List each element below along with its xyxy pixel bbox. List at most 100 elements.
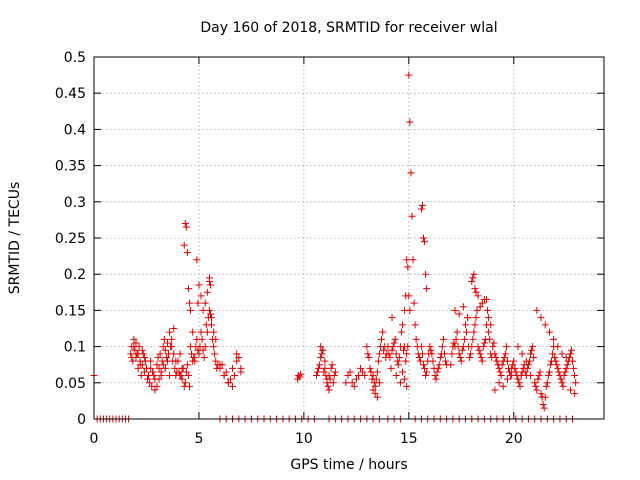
data-point <box>480 339 488 347</box>
data-point <box>554 343 562 351</box>
data-point <box>312 372 320 380</box>
data-point <box>367 368 375 376</box>
data-point <box>537 390 545 398</box>
y-tick-label: 0.15 <box>55 303 86 319</box>
data-point <box>464 314 472 322</box>
data-point <box>534 375 542 383</box>
data-point <box>420 234 428 242</box>
data-point <box>145 372 153 380</box>
data-point <box>155 364 163 372</box>
data-point <box>418 350 426 358</box>
data-point <box>396 379 404 387</box>
data-point <box>237 364 245 372</box>
data-point <box>371 382 379 390</box>
data-point <box>498 361 506 369</box>
data-point <box>500 353 508 361</box>
data-point <box>447 361 455 369</box>
data-point <box>471 285 479 293</box>
data-point <box>415 353 423 361</box>
data-points <box>90 71 580 423</box>
data-point <box>194 299 202 307</box>
data-point <box>366 364 374 372</box>
data-point <box>208 314 216 322</box>
data-point <box>405 71 413 79</box>
data-point <box>503 375 511 383</box>
data-point <box>231 372 239 380</box>
data-point <box>572 379 580 387</box>
data-point <box>359 368 367 376</box>
data-point <box>491 386 499 394</box>
data-point <box>549 350 557 358</box>
data-point <box>184 372 192 380</box>
data-point <box>457 357 465 365</box>
data-point <box>375 350 383 358</box>
data-point <box>163 357 171 365</box>
data-point <box>191 353 199 361</box>
data-point <box>182 223 190 231</box>
data-point <box>394 361 402 369</box>
data-point <box>566 386 574 394</box>
data-point <box>220 372 228 380</box>
data-point <box>541 321 549 329</box>
data-point <box>224 379 232 387</box>
data-point <box>206 310 214 318</box>
data-point <box>561 368 569 376</box>
data-point <box>401 375 409 383</box>
data-point <box>181 379 189 387</box>
data-point <box>199 346 207 354</box>
data-point <box>476 303 484 311</box>
data-point <box>434 364 442 372</box>
data-point <box>386 353 394 361</box>
data-point <box>390 339 398 347</box>
data-point <box>514 375 522 383</box>
data-point <box>183 248 191 256</box>
y-tick-label: 0.1 <box>64 340 86 356</box>
data-point <box>484 306 492 314</box>
data-point <box>560 372 568 380</box>
data-point <box>435 361 443 369</box>
data-point <box>527 372 535 380</box>
data-point <box>554 364 562 372</box>
data-point <box>550 335 558 343</box>
data-point <box>487 321 495 329</box>
data-point <box>455 310 463 318</box>
data-point <box>485 314 493 322</box>
y-tick-label: 0.35 <box>55 159 86 175</box>
data-point <box>182 368 190 376</box>
data-point <box>212 335 220 343</box>
data-point <box>539 401 547 409</box>
data-point <box>442 357 450 365</box>
data-point <box>153 361 161 369</box>
data-point <box>205 306 213 314</box>
data-point <box>495 364 503 372</box>
data-point <box>510 357 518 365</box>
data-point <box>466 353 474 361</box>
data-point <box>197 292 205 300</box>
data-point <box>451 306 459 314</box>
x-tick-label: 10 <box>295 431 313 447</box>
data-point <box>387 364 395 372</box>
data-point <box>235 353 243 361</box>
data-point <box>402 357 410 365</box>
data-point <box>200 353 208 361</box>
data-point <box>399 321 407 329</box>
data-point <box>412 335 420 343</box>
data-point <box>369 372 377 380</box>
data-point <box>325 386 333 394</box>
data-point <box>410 299 418 307</box>
data-point <box>478 357 486 365</box>
data-point <box>321 364 329 372</box>
data-point <box>489 343 497 351</box>
y-tick-label: 0.3 <box>64 195 86 211</box>
data-point <box>210 343 218 351</box>
data-point <box>404 263 412 271</box>
data-point <box>328 361 336 369</box>
data-point <box>166 372 174 380</box>
data-point <box>210 328 218 336</box>
data-point <box>527 350 535 358</box>
y-tick-label: 0.45 <box>55 86 86 102</box>
data-point <box>144 375 152 383</box>
data-point <box>533 386 541 394</box>
data-point <box>456 353 464 361</box>
data-point <box>159 361 167 369</box>
